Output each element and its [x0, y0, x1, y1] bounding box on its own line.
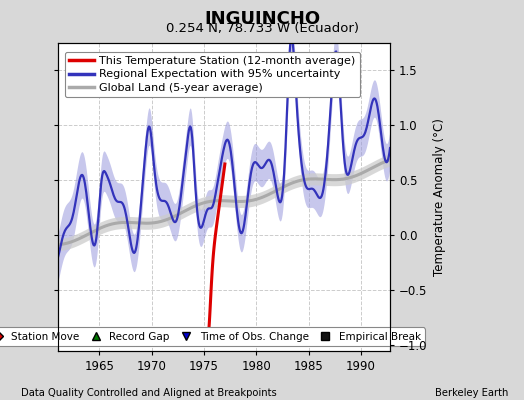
Text: Data Quality Controlled and Aligned at Breakpoints: Data Quality Controlled and Aligned at B…: [21, 388, 277, 398]
Text: INGUINCHO: INGUINCHO: [204, 10, 320, 28]
Text: Berkeley Earth: Berkeley Earth: [435, 388, 508, 398]
Legend: Station Move, Record Gap, Time of Obs. Change, Empirical Break: Station Move, Record Gap, Time of Obs. C…: [0, 328, 425, 346]
Y-axis label: Temperature Anomaly (°C): Temperature Anomaly (°C): [433, 118, 446, 276]
Text: 0.254 N, 78.733 W (Ecuador): 0.254 N, 78.733 W (Ecuador): [166, 22, 358, 35]
